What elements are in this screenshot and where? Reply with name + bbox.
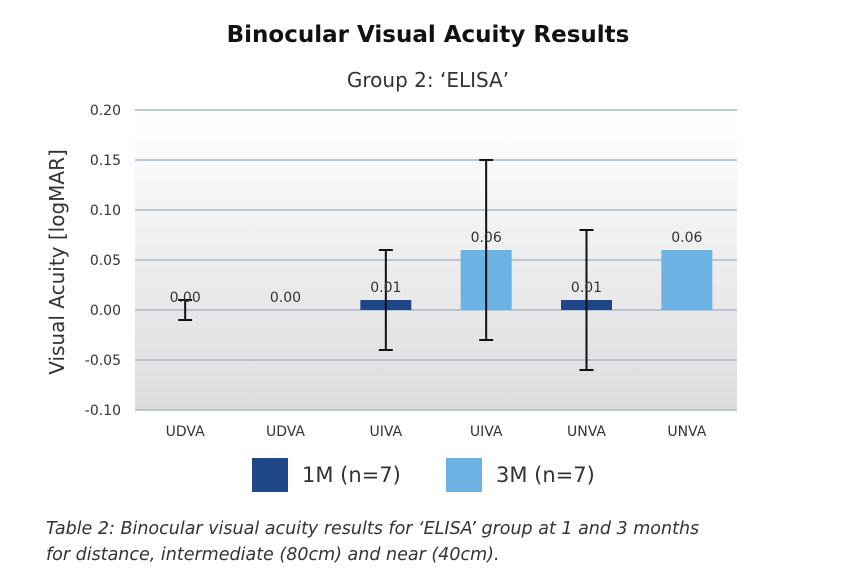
chart-title: Binocular Visual Acuity Results: [226, 22, 630, 48]
legend-label-3m: 3M (n=7): [496, 463, 595, 487]
y-tick-label: 0.15: [90, 153, 121, 169]
data-label: 0.06: [471, 230, 502, 246]
data-label: 0.00: [170, 290, 201, 306]
y-tick-label: -0.05: [85, 353, 121, 369]
figure-caption: Table 2: Binocular visual acuity results…: [46, 516, 826, 568]
x-tick-label: UNVA: [567, 424, 606, 440]
y-axis-label: Visual Acuity [logMAR]: [45, 149, 69, 375]
x-tick-label: UIVA: [370, 424, 403, 440]
caption-line-1: Table 2: Binocular visual acuity results…: [46, 519, 700, 539]
y-tick-label: 0.00: [90, 303, 121, 319]
caption-line-2: for distance, intermediate (80cm) and ne…: [46, 545, 500, 565]
legend-swatch-1m: [252, 458, 288, 492]
y-tick-label: 0.05: [90, 253, 121, 269]
data-label: 0.00: [270, 290, 301, 306]
x-tick-label: UDVA: [266, 424, 305, 440]
chart-subtitle: Group 2: ‘ELISA’: [346, 68, 510, 92]
data-label: 0.06: [671, 230, 702, 246]
legend-item-1m: 1M (n=7): [252, 458, 401, 492]
x-tick-label: UIVA: [470, 424, 503, 440]
legend-label-1m: 1M (n=7): [302, 463, 401, 487]
bar-chart: 0.20 0.15 0.10 0.05 0.00 -0.05 -0.10 0.00 0.00 0…: [45, 103, 737, 440]
x-tick-label: UDVA: [166, 424, 205, 440]
y-tick-label: 0.10: [90, 203, 121, 219]
data-label: 0.01: [571, 280, 602, 296]
y-tick-label: -0.10: [85, 403, 121, 419]
legend-swatch-3m: [446, 458, 482, 492]
data-label: 0.01: [370, 280, 401, 296]
x-tick-label: UNVA: [667, 424, 706, 440]
y-tick-label: 0.20: [90, 103, 121, 119]
bar: [661, 250, 713, 310]
legend-item-3m: 3M (n=7): [446, 458, 595, 492]
